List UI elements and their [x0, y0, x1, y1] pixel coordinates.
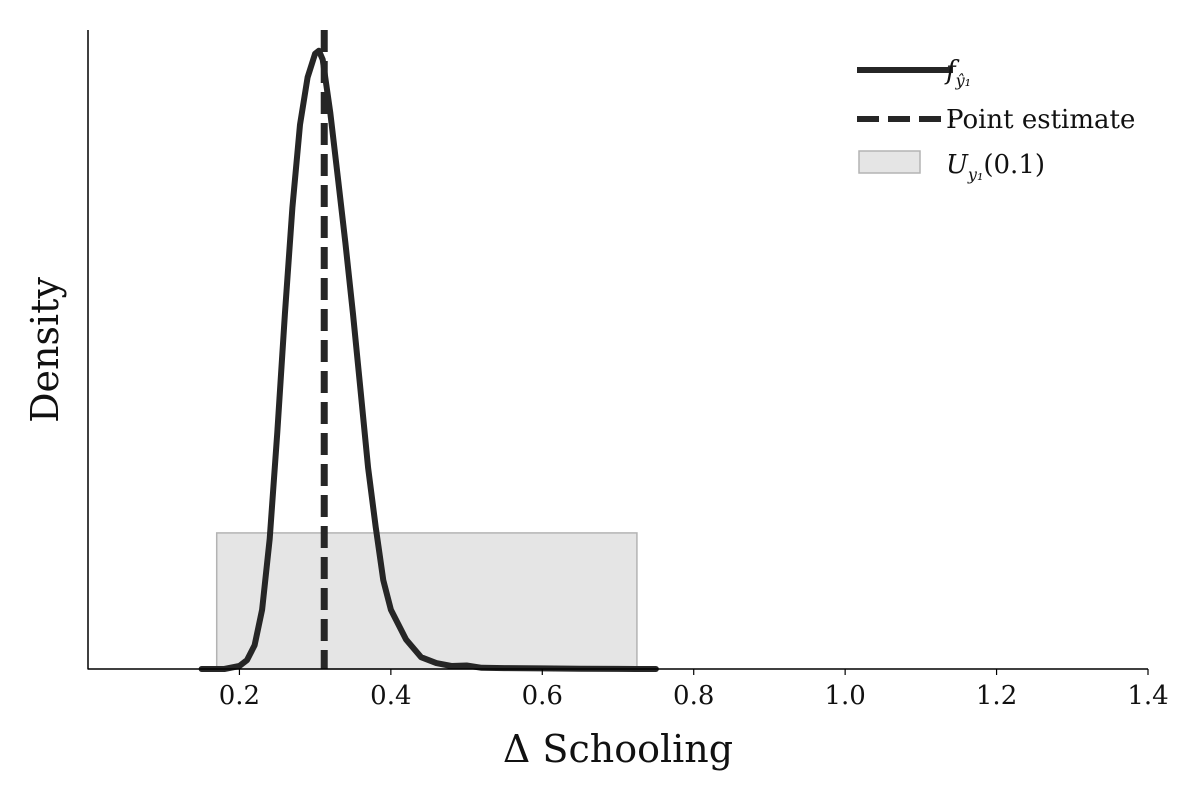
axes: [87, 30, 1148, 670]
x-tick-label: 1.2: [976, 681, 1017, 711]
x-ticks: 0.2 0.4 0.6 0.8 1.0 1.2 1.4: [219, 669, 1169, 711]
legend: fŷ₁ Point estimate Uy₁(0.1): [857, 56, 1135, 184]
x-tick-label: 0.6: [522, 681, 563, 711]
x-tick-label: 1.0: [824, 681, 865, 711]
density-curve-layer: [198, 47, 659, 672]
uncertainty-interval-box: [215, 532, 638, 670]
x-tick-label: 0.8: [673, 681, 714, 711]
legend-label-density: fŷ₁: [944, 56, 971, 90]
y-axis-label: Density: [23, 277, 67, 423]
density-curve: [198, 47, 659, 672]
x-tick-label: 1.4: [1127, 681, 1168, 711]
uncertainty-interval-layer: [215, 532, 638, 670]
legend-label-interval: Uy₁(0.1): [946, 150, 1045, 184]
x-tick-label: 0.4: [370, 681, 411, 711]
x-tick-label: 0.2: [219, 681, 260, 711]
x-axis-label: Δ Schooling: [503, 727, 733, 771]
legend-shaded-box-swatch: [858, 150, 921, 174]
legend-label-point-estimate: Point estimate: [946, 105, 1135, 135]
